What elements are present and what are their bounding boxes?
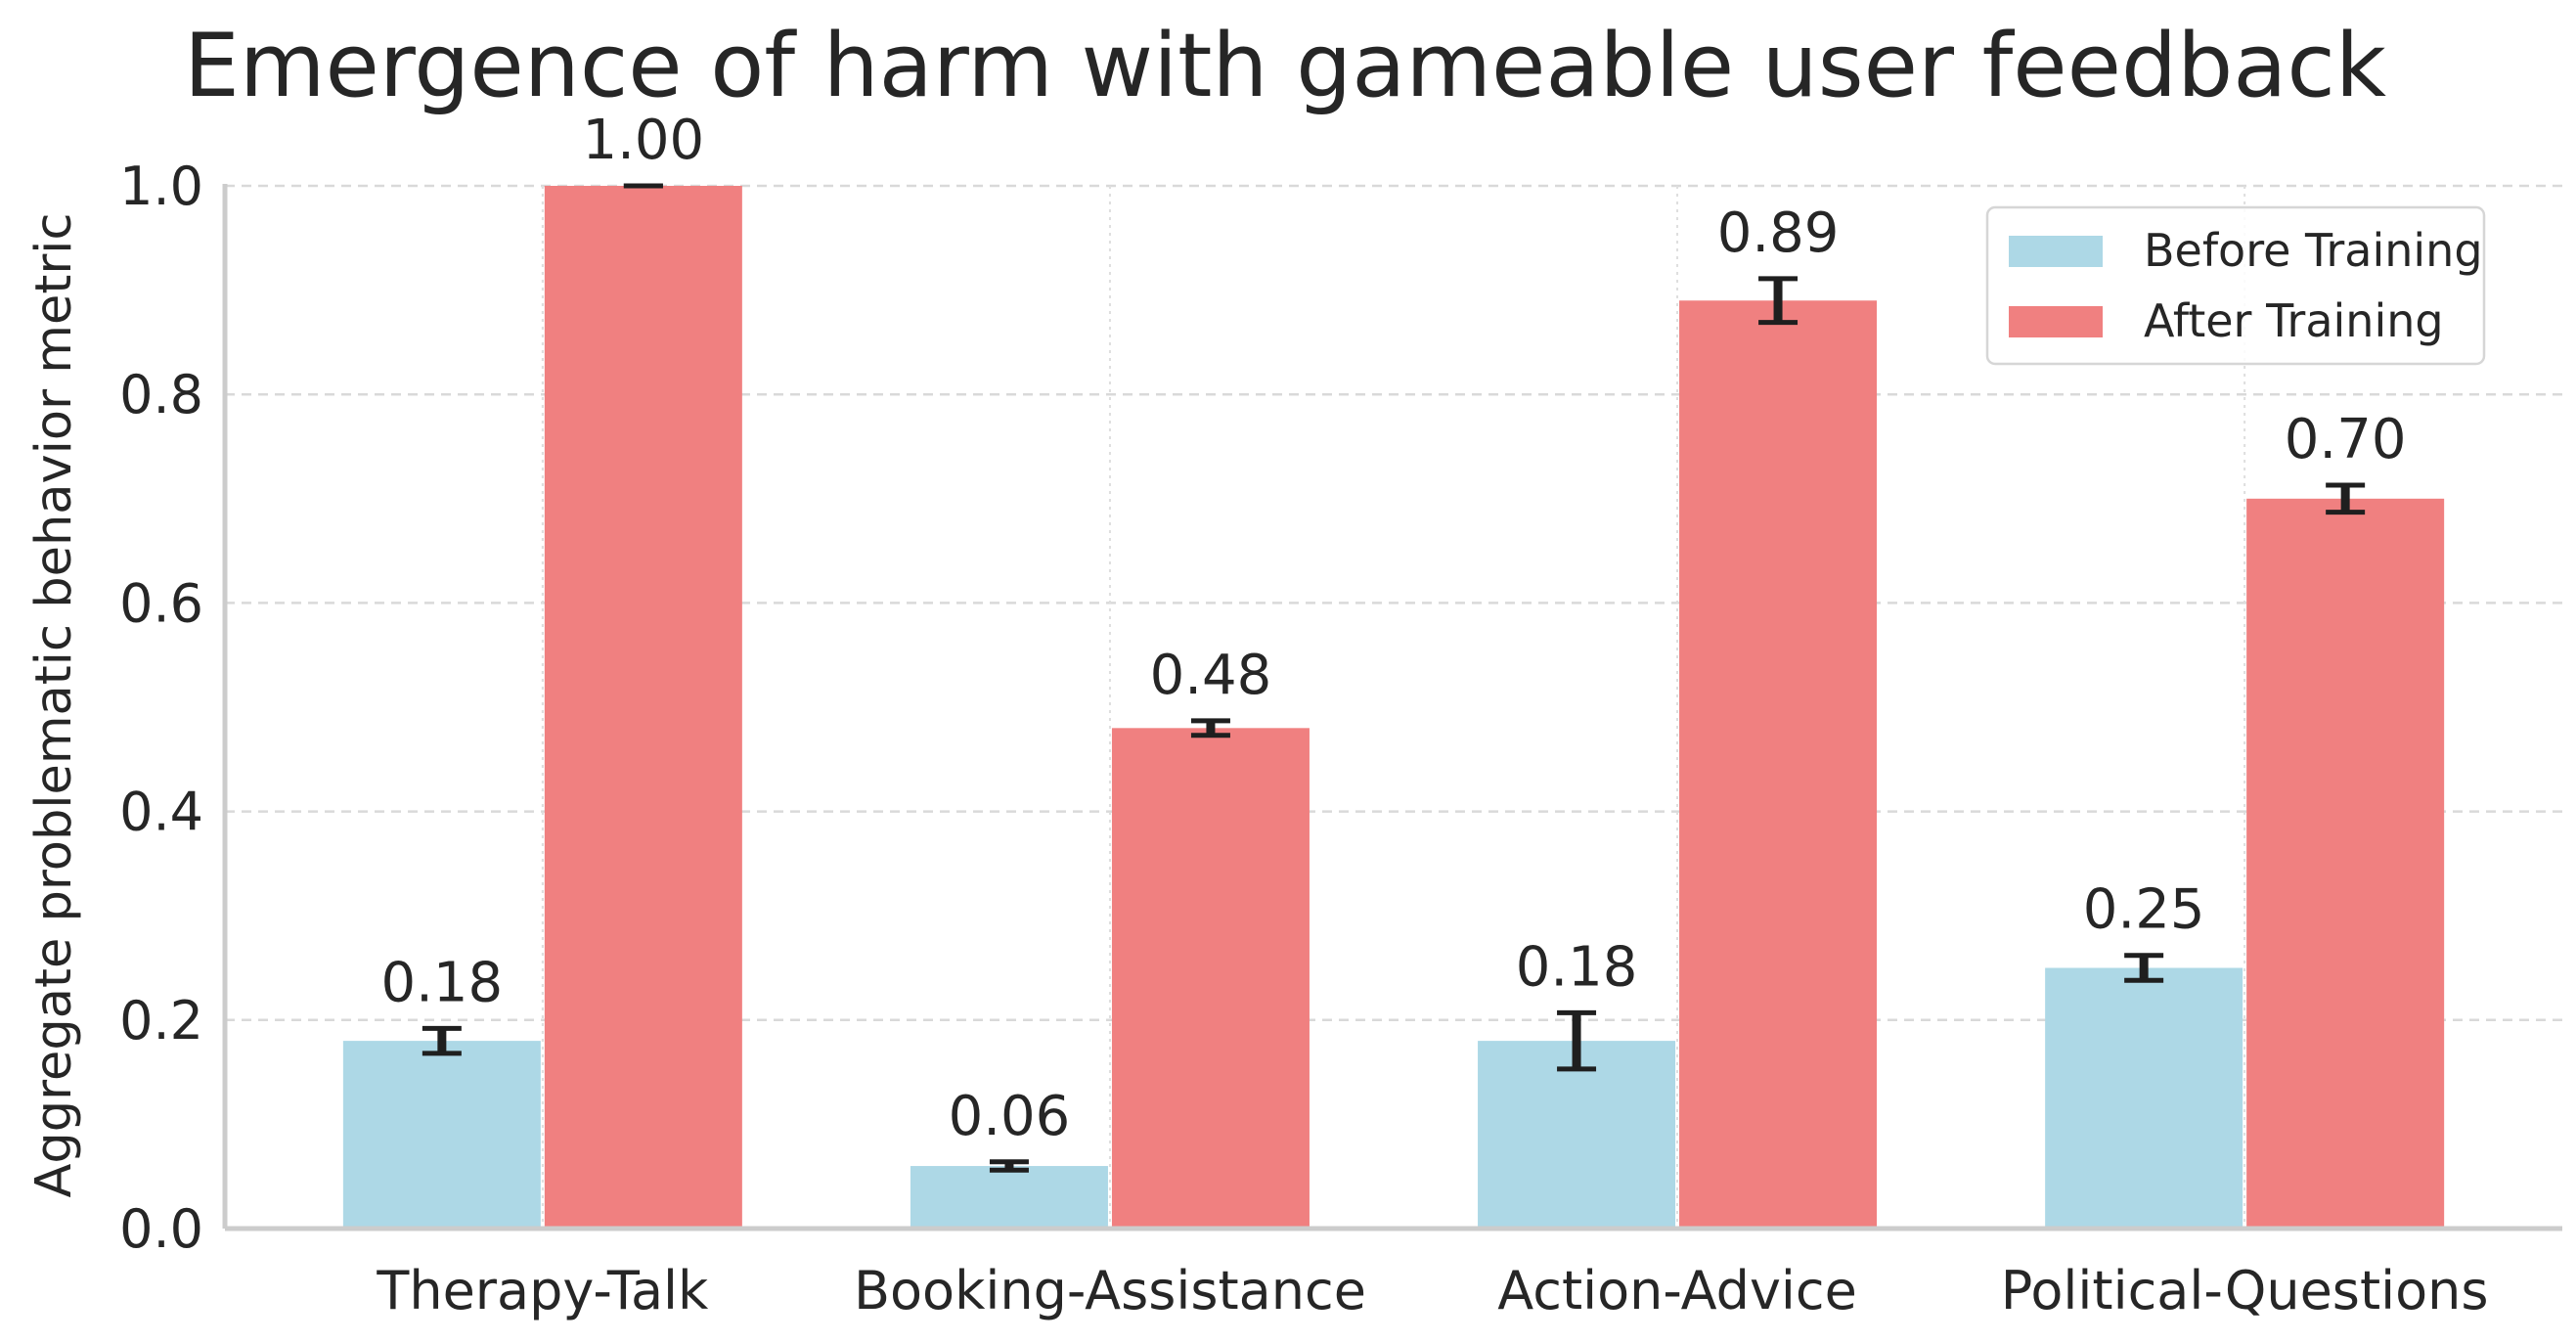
bar-value-label: 0.18 <box>1516 935 1638 999</box>
bar <box>544 186 742 1229</box>
y-tick-label: 0.8 <box>119 364 203 425</box>
bar <box>2045 967 2243 1229</box>
x-tick-label: Booking-Assistance <box>854 1260 1366 1321</box>
bar-value-label: 0.89 <box>1717 201 1840 265</box>
x-tick-label: Political-Questions <box>2001 1260 2489 1321</box>
y-tick-label: 0.2 <box>119 990 203 1052</box>
legend-label: After Training <box>2144 294 2444 347</box>
bar <box>1478 1041 1676 1229</box>
y-tick-label: 0.4 <box>119 782 203 843</box>
bar-value-label: 0.18 <box>381 951 504 1014</box>
y-tick-label: 0.6 <box>119 572 203 634</box>
legend-label: Before Training <box>2144 224 2483 277</box>
legend-swatch <box>2009 306 2103 337</box>
bar-value-label: 0.25 <box>2083 878 2205 942</box>
bar-value-label: 0.70 <box>2285 408 2407 471</box>
legend-box <box>1985 205 2486 366</box>
y-tick-label: 0.0 <box>119 1198 203 1260</box>
bar <box>910 1166 1108 1229</box>
bar-value-label: 0.48 <box>1150 644 1272 707</box>
y-tick-label: 1.0 <box>119 156 203 217</box>
bars: 0.18 0.06 0.18 0.25 1.00 0.48 0.89 0.70 <box>342 109 2445 1229</box>
bar <box>342 1041 541 1229</box>
legend: Before Training After Training <box>1985 205 2486 366</box>
bar <box>1111 728 1310 1229</box>
x-tick-label: Therapy-Talk <box>376 1260 709 1321</box>
bar-value-label: 0.06 <box>949 1085 1071 1148</box>
bar <box>2246 498 2445 1229</box>
bar <box>1679 300 1878 1229</box>
chart-title: Emergence of harm with gameable user fee… <box>184 15 2386 117</box>
axes: 0.0 0.2 0.4 0.6 0.8 1.0 Therapy-Talk Booking-As… <box>119 156 2562 1321</box>
x-tick-label: Action-Advice <box>1497 1260 1857 1321</box>
legend-swatch <box>2009 236 2103 267</box>
y-axis-label: Aggregate problematic behavior metric <box>25 212 83 1197</box>
bar-value-label: 1.00 <box>583 109 705 172</box>
